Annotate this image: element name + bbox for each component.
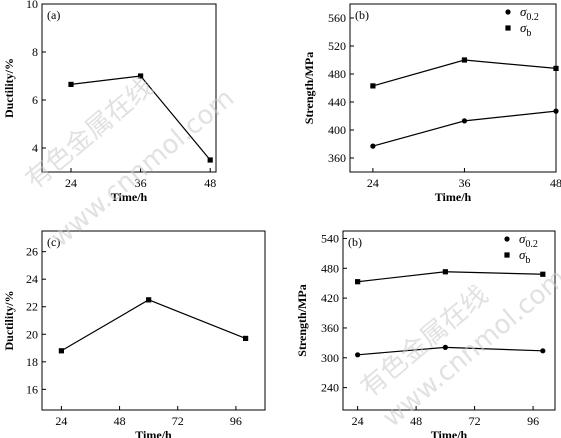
- series-line: [61, 299, 246, 352]
- data-point: [553, 108, 559, 114]
- y-tick-label: 440: [328, 95, 346, 109]
- y-tick-label: 400: [328, 123, 346, 137]
- x-tick-label: 48: [550, 176, 561, 190]
- legend-marker: [504, 236, 510, 242]
- y-tick-label: 20: [26, 327, 38, 341]
- y-tick-label: 4: [32, 141, 38, 155]
- chart-panel: 24 48 72 96 16 18 20 22 24 26 Time/h Ductility/% (c): [2, 230, 266, 438]
- plot-frame: [349, 3, 557, 173]
- x-tick-label: 24: [65, 176, 77, 190]
- data-point: [461, 57, 468, 63]
- x-axis-label: Time/h: [435, 190, 472, 204]
- y-tick-label: 520: [328, 39, 346, 53]
- series-line: [372, 110, 557, 147]
- x-tick-label: 96: [527, 414, 539, 428]
- data-point: [540, 271, 546, 277]
- y-tick-label: 8: [32, 45, 38, 59]
- legend-subscript: 0.2: [525, 239, 538, 250]
- y-axis-label: Ductility/%: [2, 58, 16, 118]
- x-axis-label: Time/h: [431, 428, 468, 438]
- x-tick-label: 24: [367, 176, 379, 190]
- y-tick-label: 18: [26, 355, 38, 369]
- panel-label: (c): [47, 235, 60, 249]
- legend-marker: [505, 9, 511, 15]
- data-point: [370, 83, 376, 89]
- legend-subscript: 0.2: [526, 12, 539, 23]
- data-point: [355, 352, 361, 358]
- y-tick-label: 22: [26, 300, 38, 314]
- panel-label: (a): [47, 8, 60, 22]
- data-point: [553, 65, 559, 71]
- data-point: [138, 73, 144, 79]
- chart-panel: 24 48 72 96 240 300 360 420 480 540 Time/h Strength…: [295, 230, 556, 438]
- y-tick-label: 360: [321, 321, 339, 335]
- x-axis-label: Time/h: [135, 428, 172, 438]
- plot-frame: [342, 230, 556, 411]
- data-point: [58, 348, 64, 354]
- y-tick-label: 300: [321, 351, 339, 365]
- y-tick-label: 480: [321, 261, 339, 275]
- legend-subscript: b: [525, 255, 530, 266]
- x-tick-label: 48: [114, 414, 126, 428]
- x-tick-label: 24: [352, 414, 364, 428]
- x-tick-label: 36: [458, 176, 470, 190]
- y-axis-label: Strength/MPa: [302, 52, 316, 124]
- data-point: [461, 118, 468, 124]
- data-point: [442, 344, 448, 350]
- plot-frame: [41, 3, 217, 173]
- x-tick-label: 96: [230, 414, 242, 428]
- y-tick-label: 480: [328, 67, 346, 81]
- series-line: [372, 59, 557, 87]
- y-tick-label: 560: [328, 11, 346, 25]
- data-point: [243, 335, 249, 341]
- x-tick-label: 72: [172, 414, 184, 428]
- legend-entry: σb: [504, 247, 530, 266]
- plot-frame: [41, 230, 266, 411]
- y-tick-label: 10: [26, 0, 38, 11]
- y-axis-label: Strength/MPa: [295, 284, 309, 356]
- y-tick-label: 540: [321, 231, 339, 245]
- chart-panel: 24 36 48 4 6 8 10 Time/h Ductility/% (a): [2, 0, 217, 204]
- data-point: [442, 269, 448, 275]
- legend-marker: [504, 252, 510, 258]
- data-point: [370, 143, 376, 149]
- y-tick-label: 360: [328, 151, 346, 165]
- y-tick-label: 26: [26, 245, 38, 259]
- y-tick-label: 16: [26, 382, 38, 396]
- y-tick-label: 6: [32, 93, 38, 107]
- y-tick-label: 24: [26, 272, 38, 286]
- x-axis-label: Time/h: [111, 190, 148, 204]
- data-point: [146, 297, 152, 303]
- data-point: [540, 348, 546, 354]
- x-tick-label: 48: [410, 414, 422, 428]
- x-tick-label: 36: [135, 176, 147, 190]
- series-line: [357, 271, 543, 283]
- data-point: [355, 279, 361, 285]
- legend-label: σb: [519, 247, 530, 266]
- x-tick-label: 72: [469, 414, 481, 428]
- data-point: [207, 157, 213, 163]
- legend-marker: [505, 25, 511, 31]
- chart-panel: 24 36 48 360 400 440 480 520 560 Time/h Strength/M…: [302, 3, 561, 204]
- panel-label: (b): [355, 8, 369, 22]
- x-tick-label: 24: [55, 414, 67, 428]
- legend-label: σb: [520, 20, 531, 39]
- x-tick-label: 48: [204, 176, 216, 190]
- panel-label: (b): [348, 235, 362, 249]
- legend-subscript: b: [526, 28, 531, 39]
- y-tick-label: 420: [321, 291, 339, 305]
- y-axis-label: Ductility/%: [2, 291, 16, 351]
- y-tick-label: 240: [321, 381, 339, 395]
- data-point: [68, 81, 74, 87]
- legend-entry: σb: [505, 20, 531, 39]
